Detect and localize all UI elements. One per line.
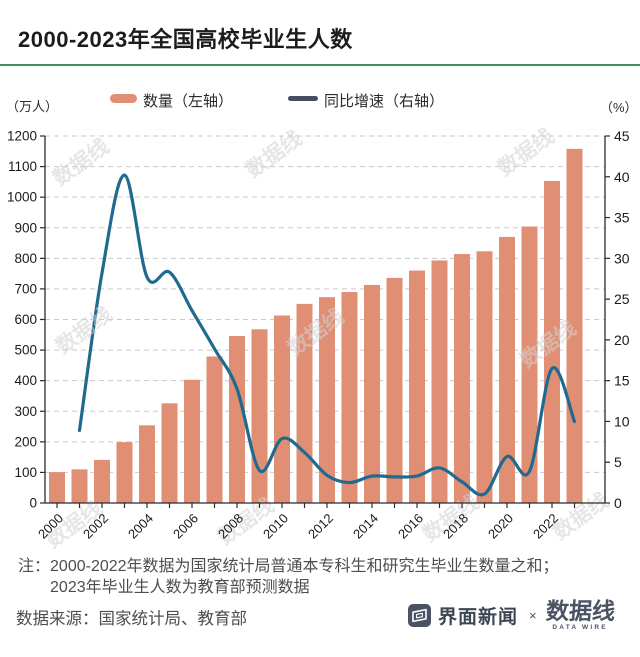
datawire-wordmark: 数据线: [544, 598, 616, 624]
bar-2001: [71, 469, 88, 503]
bar-2002: [94, 459, 110, 503]
left-axis-tick-label: 0: [29, 496, 37, 511]
bar-2003: [116, 442, 133, 503]
legend-line-swatch: [288, 96, 318, 101]
right-axis-tick-label: 10: [614, 413, 630, 429]
legend-line-label: 同比增速（右轴）: [324, 93, 445, 110]
bar-2008: [229, 336, 245, 503]
x-axis-tick-label: 2006: [170, 511, 201, 542]
left-axis-tick-label: 300: [14, 404, 37, 419]
left-axis-tick-label: 900: [14, 220, 37, 235]
left-axis-tick-label: 200: [14, 434, 37, 449]
datawire-logo: 数据线 DATA WIRE: [544, 598, 616, 631]
watermark: 数据线: [48, 134, 113, 190]
watermark: 数据线: [283, 304, 348, 360]
left-axis-tick-label: 100: [14, 465, 37, 480]
right-axis-tick-label: 30: [614, 250, 630, 266]
right-axis-tick-label: 15: [614, 373, 630, 389]
watermark: 数据线: [241, 126, 306, 182]
brand-bar: 界面新闻 × 数据线 DATA WIRE: [408, 598, 616, 631]
jiemian-news-wordmark: 界面新闻: [438, 607, 519, 628]
growth-rate-line: [77, 173, 577, 497]
bar-2010: [274, 315, 290, 503]
note-line-2: 2023年毕业生人数为教育部预测数据: [50, 579, 310, 596]
bar-2009: [251, 329, 268, 503]
note-line-1: 2000-2022年数据为国家统计局普通本专科生和研究生毕业生数量之和；: [50, 558, 559, 575]
chart-note: 注： 2000-2022年数据为国家统计局普通本专科生和研究生毕业生数量之和； …: [18, 556, 559, 598]
right-axis-tick-label: 25: [614, 291, 630, 307]
right-axis-tick-label: 35: [614, 210, 630, 226]
left-axis-tick-label: 800: [14, 251, 37, 266]
right-axis-tick-label: 5: [614, 454, 622, 470]
bar-2017: [431, 260, 448, 503]
right-axis-tick-label: 45: [614, 128, 630, 144]
x-axis-tick-label: 2020: [485, 511, 516, 542]
bar-2020: [499, 236, 515, 504]
bar-2021: [521, 226, 538, 503]
legend-bar-label: 数量（左轴）: [143, 93, 234, 110]
note-prefix: 注：: [18, 558, 51, 575]
bar-2011: [296, 303, 313, 503]
bar-2018: [454, 254, 470, 503]
jiemian-news-logo-icon: [408, 604, 431, 627]
chart-legend: 数量（左轴） 同比增速（右轴）: [0, 90, 640, 110]
x-axis-tick-label: 2004: [125, 511, 156, 542]
right-axis-tick-label: 0: [614, 495, 622, 511]
datawire-subtitle: DATA WIRE: [552, 624, 608, 631]
watermark: 数据线: [493, 124, 558, 180]
collab-cross: ×: [529, 608, 537, 623]
bar-2016: [409, 270, 425, 503]
data-source-label: 数据来源：国家统计局、教育部: [16, 610, 247, 628]
bar-2000: [49, 472, 65, 503]
bar-2013: [341, 291, 358, 503]
page-title: 2000-2023年全国高校毕业生人数: [18, 27, 353, 52]
right-axis-tick-label: 20: [614, 332, 630, 348]
bar-2005: [161, 403, 178, 503]
bar-2023: [566, 148, 583, 503]
left-axis-tick-label: 1100: [8, 159, 37, 174]
bar-2014: [364, 284, 380, 503]
left-axis-tick-label: 600: [14, 312, 37, 327]
bar-2007: [206, 356, 223, 503]
left-axis-tick-label: 500: [14, 343, 37, 358]
bar-2015: [386, 277, 403, 503]
title-divider: [0, 64, 640, 66]
left-axis-tick-label: 1000: [7, 190, 37, 205]
bar-2006: [184, 379, 200, 503]
right-axis-unit-label: （%）: [600, 100, 638, 115]
left-axis-tick-label: 1200: [7, 129, 37, 144]
x-axis-tick-label: 2014: [350, 511, 381, 542]
bar-2012: [319, 297, 335, 503]
bar-2004: [139, 425, 155, 503]
left-axis-unit-label: （万人）: [6, 99, 59, 114]
right-axis-tick-label: 40: [614, 169, 630, 185]
left-axis-tick-label: 400: [14, 373, 37, 388]
x-axis-tick-label: 2012: [305, 511, 336, 542]
legend-bar-swatch: [110, 94, 137, 103]
bar-2019: [476, 251, 493, 503]
left-axis-tick-label: 700: [14, 281, 37, 296]
bar-2022: [544, 180, 560, 503]
